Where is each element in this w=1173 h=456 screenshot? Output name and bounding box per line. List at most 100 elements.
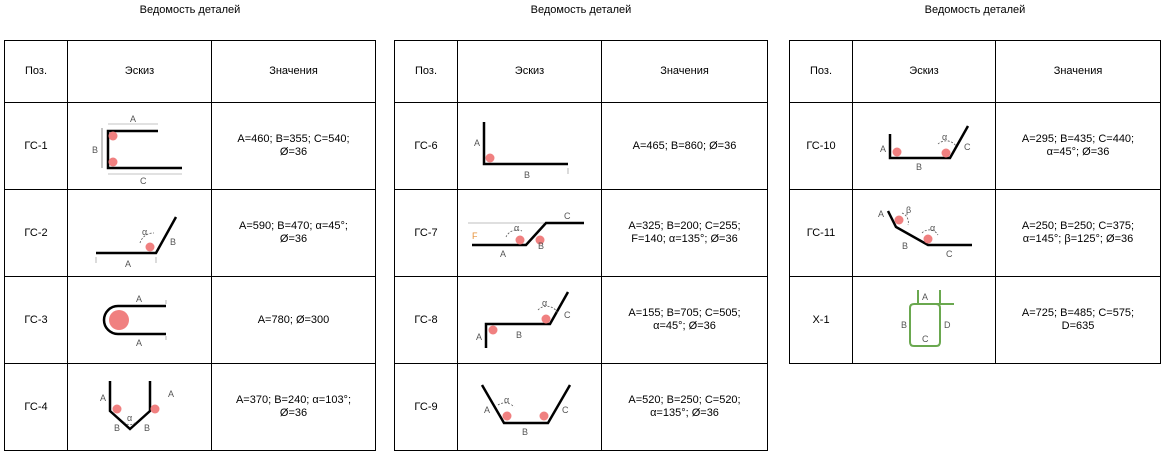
value-line: D=635 — [1061, 320, 1095, 332]
header-values: Значения — [601, 40, 768, 103]
table-row: Х-1 A B C D A=725; B=485; C=575; D=635 — [789, 276, 1161, 364]
sketch-cell: A B C — [67, 102, 212, 190]
header-sketch: Эскиз — [852, 40, 996, 103]
angle-label: α — [127, 413, 132, 423]
dim-label: C — [564, 211, 571, 221]
value-line: α=145°; β=125°; Ø=36 — [1022, 233, 1134, 245]
table-caption: Ведомость деталей — [139, 4, 241, 16]
values-cell: A=590; B=470; α=45°; Ø=36 — [211, 189, 376, 277]
dim-label: A — [136, 338, 142, 348]
angle-label: β — [906, 205, 911, 215]
dim-label: B — [902, 241, 908, 251]
sketch-gs-11: A B C α β — [878, 205, 972, 259]
pos-cell: ГС-8 — [394, 276, 458, 364]
values-cell: A=465; B=860; Ø=36 — [601, 102, 768, 190]
values-cell: A=155; B=705; C=505; α=45°; Ø=36 — [601, 276, 768, 364]
sketch-gs-6: A B — [474, 122, 568, 180]
dim-label: A — [168, 389, 174, 399]
header-values: Значения — [995, 40, 1161, 103]
dim-label: A — [922, 292, 928, 302]
dim-label: A — [100, 393, 106, 403]
value-line: A=725; B=485; C=575; — [1021, 307, 1135, 319]
value-line: α=45°; Ø=36 — [653, 320, 716, 332]
pos-cell: ГС-3 — [4, 276, 68, 364]
sketch-cell: A B C α β — [852, 189, 996, 277]
dim-label: A — [878, 209, 884, 219]
value-line: Ø=36 — [279, 233, 308, 245]
dim-label: A — [880, 144, 886, 154]
value-line: A=155; B=705; C=505; — [628, 307, 741, 319]
value-line: F=140; α=135°; Ø=36 — [631, 233, 738, 245]
sketch-cell: A B C α — [457, 363, 602, 451]
values-cell: A=780; Ø=300 — [211, 276, 376, 364]
dim-label: A — [136, 294, 142, 304]
angle-label: α — [942, 132, 947, 142]
table-row: ГС-7 A B C F α A=325; B=200; C=255; F= — [394, 189, 768, 277]
sketch-gs-1: A B C — [92, 114, 182, 186]
sketch-cell: A A B B α — [67, 363, 212, 451]
value-line: A=325; B=200; C=255; — [628, 220, 741, 232]
dim-label: B — [522, 427, 528, 437]
sketch-gs-7: A B C F α — [467, 211, 584, 259]
dim-label: F — [472, 231, 478, 241]
dim-label: A — [484, 405, 490, 415]
details-table: Поз. Эскиз Значения ГС-10 A B C α A= — [789, 40, 1161, 364]
angle-label: α — [542, 298, 547, 308]
details-table: Поз. Эскиз Значения ГС-1 A B C — [4, 40, 376, 451]
table-row: ГС-1 A B C A=460; B=355; C=540; Ø=36 — [4, 102, 376, 190]
dim-label: B — [524, 170, 530, 180]
table-row: ГС-2 A B α A=590; B=470; α=45°; Ø=36 — [4, 189, 376, 277]
pos-cell: ГС-4 — [4, 363, 68, 451]
dim-label: C — [946, 249, 953, 259]
value-line: α=135°; Ø=36 — [650, 407, 719, 419]
table-row: ГС-6 A B A=465; B=860; Ø=36 — [394, 102, 768, 190]
value-line: A=460; B=355; C=540; — [237, 133, 350, 145]
sketch-x-1: A B C D — [901, 290, 954, 347]
angle-label: α — [930, 223, 935, 233]
values-cell: A=520; B=250; C=520; α=135°; Ø=36 — [601, 363, 768, 451]
dim-label: A — [476, 332, 482, 342]
value-line: Ø=36 — [279, 146, 308, 158]
header-row: Поз. Эскиз Значения — [789, 40, 1161, 103]
values-cell: A=725; B=485; C=575; D=635 — [995, 276, 1161, 364]
value-line: A=250; B=250; C=375; — [1021, 220, 1135, 232]
header-row: Поз. Эскиз Значения — [4, 40, 376, 103]
sketch-gs-9: A B C α — [480, 384, 571, 437]
pos-cell: Х-1 — [789, 276, 853, 364]
values-cell: A=295; B=435; C=440; α=45°; Ø=36 — [995, 102, 1161, 190]
dim-label: B — [901, 320, 907, 330]
dim-label: B — [516, 330, 522, 340]
sketch-gs-10: A B C α — [880, 125, 971, 172]
value-line: A=295; B=435; C=440; — [1021, 133, 1135, 145]
header-row: Поз. Эскиз Значения — [394, 40, 768, 103]
dim-label: A — [500, 249, 506, 259]
dim-label: B — [144, 423, 150, 433]
table-row: ГС-11 A B C α β A=250; B=250; C=375; α — [789, 189, 1161, 277]
dim-label: B — [916, 162, 922, 172]
sketch-gs-8: A B C α — [476, 291, 571, 348]
value-line: α=45°; Ø=36 — [1046, 146, 1110, 158]
sketch-cell: A B C α — [457, 276, 602, 364]
values-cell: A=325; B=200; C=255; F=140; α=135°; Ø=36 — [601, 189, 768, 277]
value-line: A=780; Ø=300 — [257, 313, 330, 326]
values-cell: A=250; B=250; C=375; α=145°; β=125°; Ø=3… — [995, 189, 1161, 277]
table-caption: Ведомость деталей — [530, 4, 632, 16]
header-pos: Поз. — [4, 40, 68, 103]
table-row: ГС-4 A A B B α A=370; B=240; α=103°; Ø=3… — [4, 363, 376, 451]
dim-label: D — [944, 320, 951, 330]
sketch-gs-3: A A — [102, 294, 166, 348]
header-values: Значения — [211, 40, 376, 103]
sketch-gs-2: A B α — [95, 216, 177, 269]
dim-label: B — [170, 237, 176, 247]
table-row: ГС-3 A A A=780; Ø=300 — [4, 276, 376, 364]
pos-cell: ГС-9 — [394, 363, 458, 451]
value-line: A=465; B=860; Ø=36 — [632, 139, 737, 152]
dim-label: C — [564, 310, 571, 320]
header-sketch: Эскиз — [67, 40, 212, 103]
sketch-cell: A B α — [67, 189, 212, 277]
sketch-cell: A B C α — [852, 102, 996, 190]
pos-cell: ГС-6 — [394, 102, 458, 190]
angle-label: α — [142, 227, 147, 237]
sketch-cell: A B C D — [852, 276, 996, 364]
dim-label: C — [140, 176, 147, 186]
